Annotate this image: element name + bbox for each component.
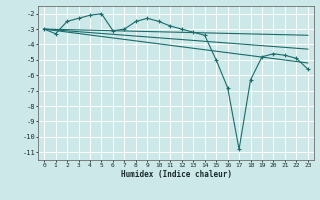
- X-axis label: Humidex (Indice chaleur): Humidex (Indice chaleur): [121, 170, 231, 179]
